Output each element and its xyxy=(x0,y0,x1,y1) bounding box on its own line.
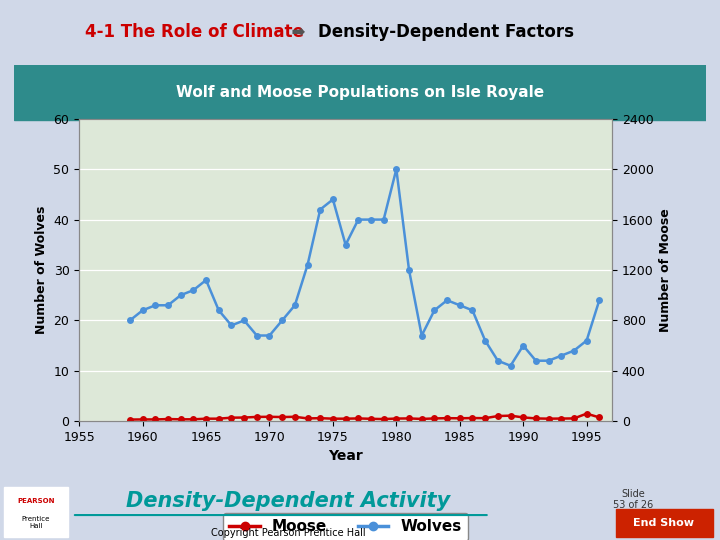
Y-axis label: Number of Wolves: Number of Wolves xyxy=(35,206,48,334)
Text: Wolf and Moose Populations on Isle Royale: Wolf and Moose Populations on Isle Royal… xyxy=(176,85,544,100)
Legend: Moose, Wolves: Moose, Wolves xyxy=(223,514,468,540)
Text: 4-1 The Role of Climate: 4-1 The Role of Climate xyxy=(85,23,304,42)
Y-axis label: Number of Moose: Number of Moose xyxy=(659,208,672,332)
Bar xyxy=(4,487,68,537)
Text: Density-Dependent Activity: Density-Dependent Activity xyxy=(126,491,450,511)
Text: PEARSON: PEARSON xyxy=(17,498,55,504)
Text: Prentice
Hall: Prentice Hall xyxy=(22,516,50,529)
Text: Slide
53 of 26: Slide 53 of 26 xyxy=(613,489,654,510)
Bar xyxy=(616,509,713,537)
Text: Density-Dependent Factors: Density-Dependent Factors xyxy=(318,23,575,42)
Text: End Show: End Show xyxy=(634,518,694,528)
Text: Copyright Pearson Prentice Hall: Copyright Pearson Prentice Hall xyxy=(211,528,365,538)
X-axis label: Year: Year xyxy=(328,449,363,463)
Text: ➡: ➡ xyxy=(280,23,318,42)
Bar xyxy=(14,65,706,119)
